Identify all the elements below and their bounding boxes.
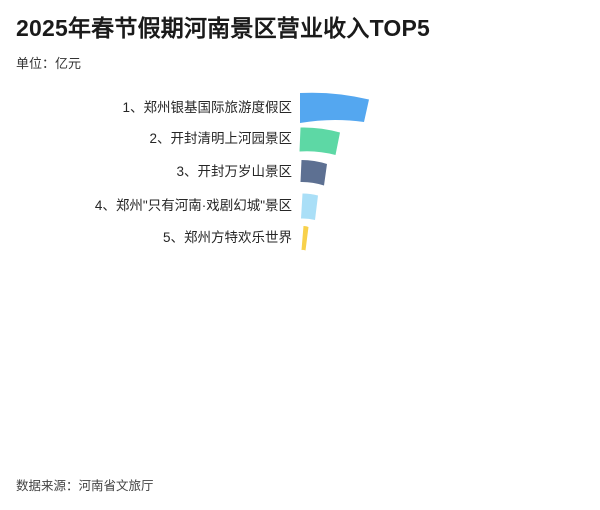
funnel-label-1: 1、郑州银基国际旅游度假区 xyxy=(122,100,292,115)
page-title: 2025年春节假期河南景区营业收入TOP5 xyxy=(16,15,431,41)
data-source-label: 数据来源：河南省文旅厅 xyxy=(16,479,154,493)
funnel-label-4: 4、郑州"只有河南·戏剧幻城"景区 xyxy=(94,198,292,213)
funnel-segment-1[interactable] xyxy=(300,92,369,123)
funnel-label-3: 3、开封万岁山景区 xyxy=(176,164,292,179)
funnel-segment-2[interactable] xyxy=(299,127,341,155)
funnel-segment-5[interactable] xyxy=(301,225,309,251)
funnel-segment-3[interactable] xyxy=(300,160,328,186)
funnel-label-2: 2、开封清明上河园景区 xyxy=(149,131,292,146)
funnel-segment-4[interactable] xyxy=(301,193,318,221)
funnel-label-5: 5、郑州方特欢乐世界 xyxy=(162,230,292,245)
unit-label: 单位：亿元 xyxy=(16,56,82,71)
